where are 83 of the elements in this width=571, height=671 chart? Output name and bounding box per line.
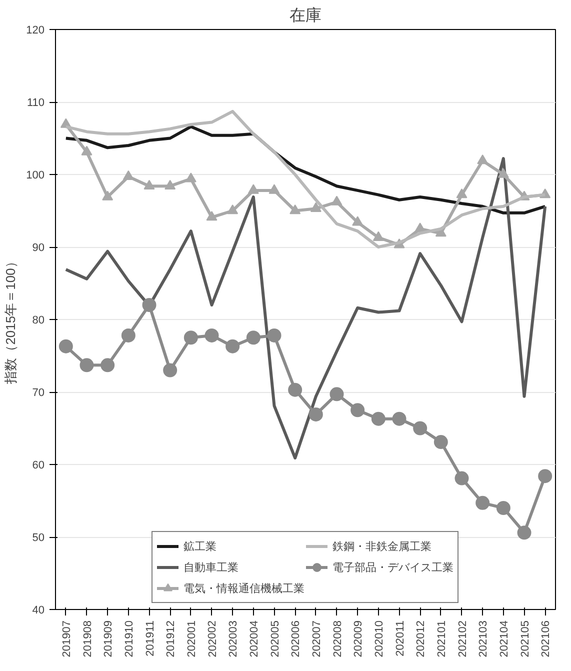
point (434, 435, 448, 450)
x-tick-label: 201909 (102, 620, 115, 658)
x-tick-label: 202011 (394, 620, 406, 656)
x-tick-label: 202001 (186, 620, 198, 658)
y-tick-label: 120 (26, 24, 45, 36)
x-tick-label: 201908 (82, 620, 94, 658)
point (102, 190, 114, 200)
legend-label: 鉱工業 (184, 540, 216, 554)
x-tick-label: 202007 (310, 620, 323, 658)
point (454, 471, 469, 486)
point (538, 469, 552, 484)
point (371, 412, 386, 426)
line-series (64, 157, 547, 460)
y-tick-label: 40 (32, 604, 45, 616)
x-tick-label: 201911 (144, 620, 156, 656)
x-tick-label: 201912 (165, 620, 178, 658)
point (185, 172, 196, 182)
y-tick-label: 90 (32, 242, 45, 254)
point (81, 146, 92, 156)
point (310, 202, 322, 212)
point (227, 204, 238, 214)
x-tick-label: 202002 (206, 620, 219, 658)
point (372, 231, 384, 241)
point (58, 339, 73, 354)
x-tick-label: 202003 (228, 620, 240, 658)
y-tick-label: 100 (26, 170, 45, 182)
point (288, 382, 302, 397)
point (164, 180, 176, 190)
point (226, 339, 240, 354)
x-tick-label: 202009 (352, 620, 365, 658)
point (517, 526, 532, 540)
point (350, 403, 365, 418)
x-tick-label: 202106 (540, 620, 552, 658)
legend-label: 鉄鋼・非鉄金属工業 (332, 540, 432, 554)
point (142, 298, 156, 312)
point (476, 496, 490, 510)
point (330, 387, 344, 402)
y-tick-label: 50 (32, 532, 45, 544)
point (308, 407, 323, 422)
legend-label: 電気・情報通信機械工業 (184, 582, 304, 596)
y-tick-label: 80 (32, 314, 45, 326)
x-tick-label: 202104 (498, 620, 510, 658)
point (100, 358, 115, 372)
x-tick-label: 202012 (415, 620, 428, 658)
point (121, 328, 136, 342)
legend-label: 自動車工業 (184, 560, 238, 574)
legend-label: 電子部品・デバイス工業 (332, 560, 454, 574)
y-tick-label: 110 (26, 97, 45, 109)
point (413, 421, 428, 436)
point (456, 188, 468, 198)
x-tick-label: 201910 (123, 620, 136, 658)
x-tick-label: 202006 (290, 620, 302, 658)
point (184, 330, 198, 345)
x-tick-label: 202102 (456, 620, 469, 658)
point (352, 216, 364, 226)
chart-title: 在庫 (290, 6, 322, 24)
point (267, 328, 282, 342)
y-tick-label: 60 (32, 460, 45, 472)
x-tick-label: 202105 (519, 620, 532, 658)
point (477, 154, 488, 164)
point (206, 211, 218, 221)
y-axis-title: 指数（2015年＝100） (3, 255, 18, 385)
point (80, 358, 94, 372)
point (204, 328, 219, 342)
point (163, 363, 178, 378)
x-tick-label: 202101 (436, 620, 448, 658)
point (496, 501, 510, 515)
point (392, 412, 406, 426)
point (331, 196, 342, 206)
point (248, 184, 259, 194)
point (122, 170, 134, 180)
point (144, 180, 155, 190)
point (268, 184, 280, 194)
x-tick-label: 202008 (332, 620, 344, 658)
point (246, 330, 260, 345)
x-tick-label: 202103 (478, 620, 490, 658)
y-tick-label: 70 (32, 387, 45, 399)
x-tick-label: 201907 (60, 620, 73, 658)
x-tick-label: 202004 (248, 620, 260, 658)
point (290, 204, 301, 214)
x-tick-label: 202010 (373, 620, 386, 658)
x-tick-label: 202005 (269, 620, 282, 658)
point (498, 168, 509, 178)
